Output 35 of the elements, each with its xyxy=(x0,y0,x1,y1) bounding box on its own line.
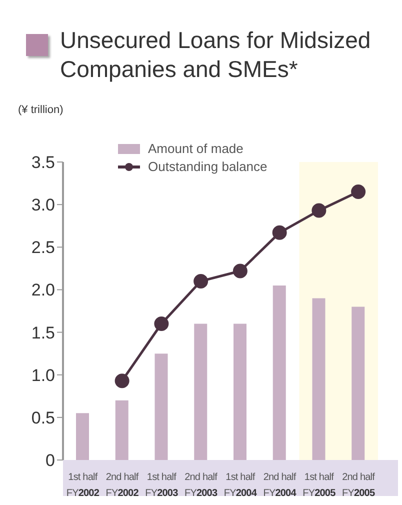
y-tick-label: 0 xyxy=(46,451,55,470)
y-tick-label: 1.0 xyxy=(31,366,55,385)
bar xyxy=(154,354,168,460)
x-tick-label: 2nd half FY2005 xyxy=(342,472,376,499)
legend-label: Outstanding balance xyxy=(148,158,268,176)
y-tick-label: 2.0 xyxy=(31,280,55,300)
y-tick-label: 0.5 xyxy=(31,408,55,428)
bar xyxy=(352,306,365,460)
y-tick-label: 2.5 xyxy=(31,238,55,258)
point xyxy=(272,225,287,240)
bar xyxy=(115,400,128,460)
x-tick-label: 1st half FY2004 xyxy=(224,472,258,499)
bar xyxy=(234,324,246,460)
point xyxy=(194,274,208,288)
point xyxy=(232,264,248,278)
y-tick-label: 1.5 xyxy=(31,323,55,342)
y-tick-label: 3.5 xyxy=(31,153,55,172)
x-tick-label: 2nd half FY2002 xyxy=(106,472,140,499)
bar xyxy=(312,298,326,460)
chart-title: Unsecured Loans for Midsized Companies and SMEs* xyxy=(60,26,372,84)
x-tick-label: 2nd half FY2004 xyxy=(263,472,297,499)
x-tick-label: 1st half FY2002 xyxy=(66,472,100,499)
bar xyxy=(272,285,286,460)
x-tick-label: 1st half FY2005 xyxy=(302,472,336,499)
point xyxy=(114,374,130,388)
point xyxy=(154,316,169,332)
y-tick-label: 3.0 xyxy=(31,196,55,215)
y-axis-title: (¥ trillion) xyxy=(18,104,64,116)
x-tick-label: 2nd half FY2003 xyxy=(184,472,218,499)
bar xyxy=(194,324,208,460)
point xyxy=(312,203,326,218)
x-tick-label: 1st half FY2003 xyxy=(145,472,179,499)
point xyxy=(351,184,366,200)
legend-label: Amount of made xyxy=(148,140,244,158)
bar xyxy=(76,413,89,460)
